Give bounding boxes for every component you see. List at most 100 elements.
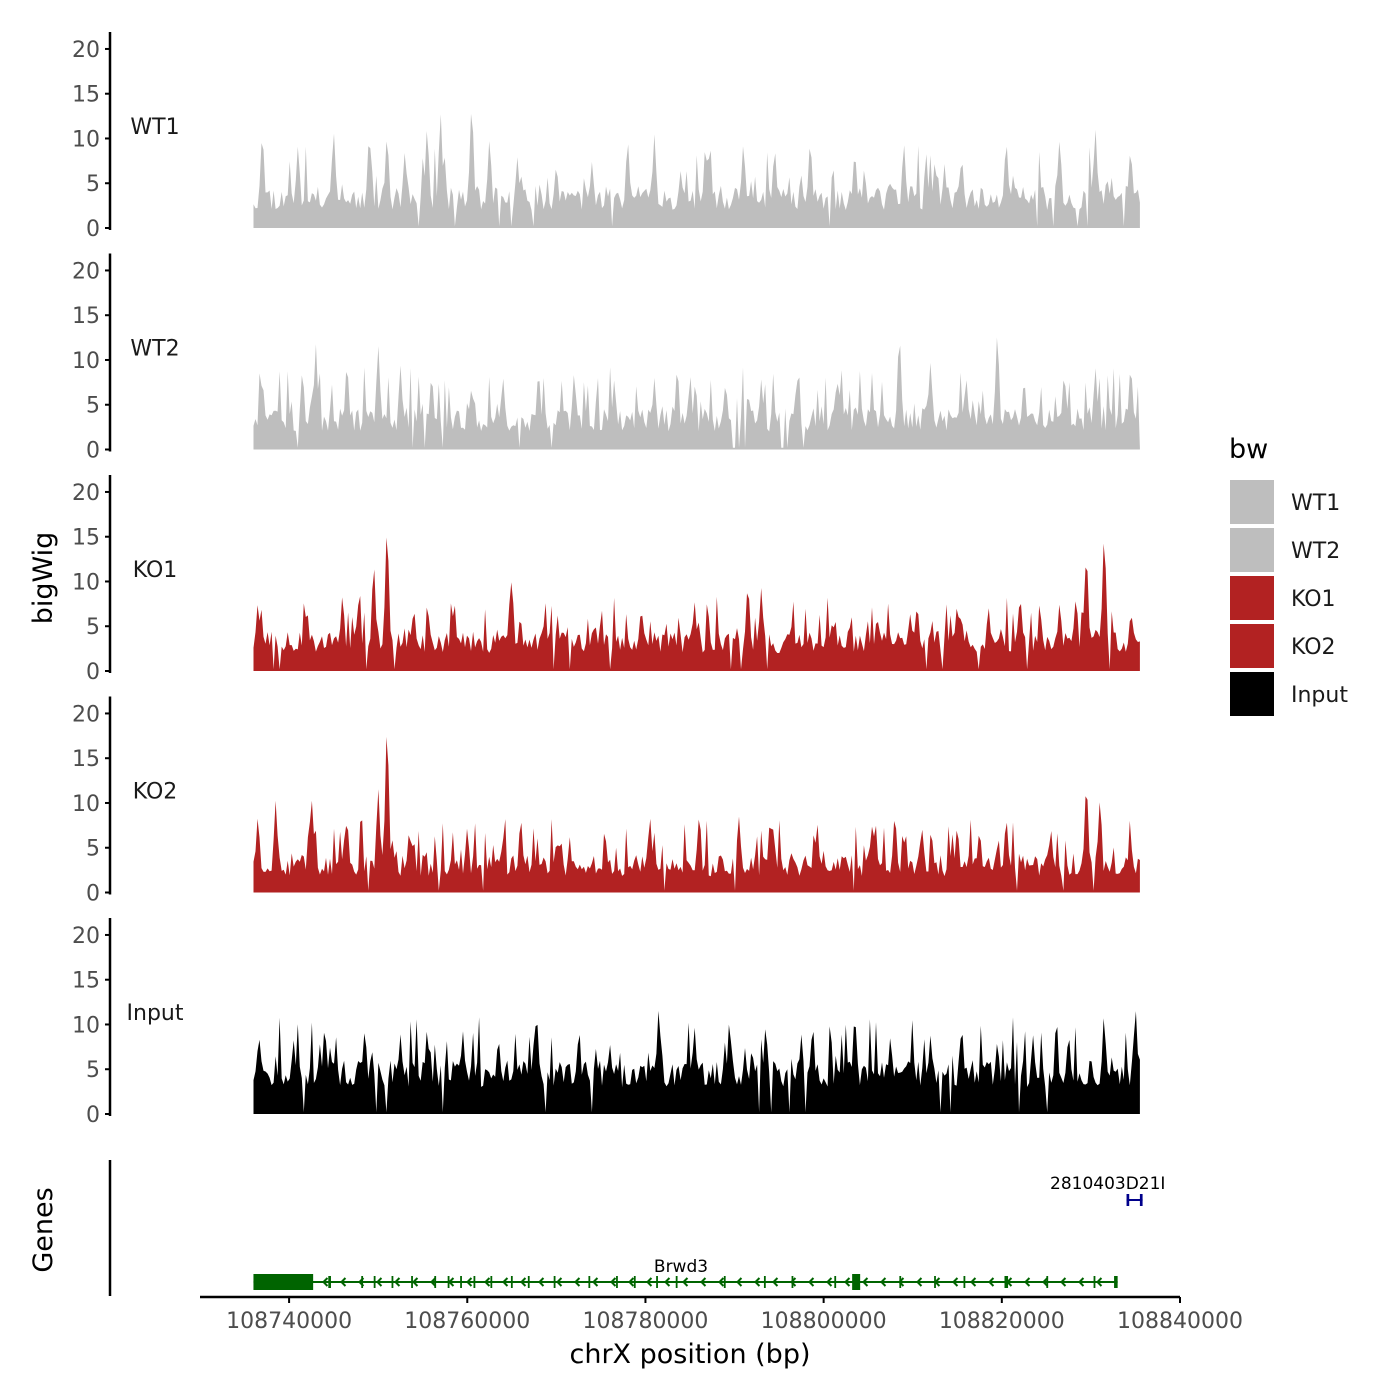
strand-arrow bbox=[736, 1277, 743, 1287]
y-tick-label: 0 bbox=[86, 217, 100, 242]
gene-exon bbox=[852, 1274, 861, 1290]
gene-exon bbox=[1114, 1276, 1118, 1288]
track-label: Input bbox=[127, 1001, 184, 1026]
y-tick-label: 0 bbox=[86, 439, 100, 464]
gene-exon bbox=[527, 1276, 530, 1288]
legend-label-ko1: KO1 bbox=[1291, 587, 1336, 612]
strand-arrow bbox=[574, 1277, 581, 1287]
strand-arrow bbox=[466, 1277, 473, 1287]
gene-exon bbox=[490, 1276, 493, 1288]
gene-exon bbox=[763, 1276, 766, 1288]
x-axis: 108740000 108760000 108780000 108800000 1088… bbox=[200, 1295, 1243, 1334]
strand-arrow bbox=[448, 1277, 455, 1287]
legend-label-wt2: WT2 bbox=[1291, 539, 1340, 564]
y-tick-label: 15 bbox=[72, 747, 100, 772]
y-tick-label: 20 bbox=[72, 259, 100, 284]
signal-tracks: 0 5 10 15 20 WT1 0 5 10 15 20 WT2 0 5 10 15 20 KO1 0 5 10 15 2… bbox=[72, 32, 1140, 1128]
x-tick-label: 108820000 bbox=[939, 1309, 1065, 1334]
strand-arrow bbox=[1078, 1277, 1085, 1287]
gene-exon bbox=[723, 1276, 726, 1288]
gene-exon bbox=[656, 1276, 658, 1288]
strand-arrow bbox=[502, 1277, 509, 1287]
track-label: KO1 bbox=[133, 558, 178, 583]
y-tick-label: 5 bbox=[86, 615, 100, 640]
strand-arrow bbox=[682, 1277, 689, 1287]
gene-track: Brwd3 2810403D21I bbox=[108, 1160, 1165, 1296]
y-tick-label: 20 bbox=[72, 702, 100, 727]
legend: bw WT1 WT2 KO1 KO2 Input bbox=[1229, 434, 1348, 716]
y-tick-label: 10 bbox=[72, 570, 100, 595]
strand-arrow bbox=[412, 1277, 419, 1287]
strand-arrow bbox=[646, 1277, 653, 1287]
x-tick-label: 108740000 bbox=[226, 1309, 352, 1334]
strand-arrow bbox=[520, 1277, 527, 1287]
strand-arrow bbox=[376, 1277, 383, 1287]
gene-label: Brwd3 bbox=[654, 1257, 708, 1277]
y-tick-label: 5 bbox=[86, 172, 100, 197]
y-tick-label: 20 bbox=[72, 924, 100, 949]
gene-exon bbox=[328, 1276, 331, 1288]
strand-arrow bbox=[718, 1277, 725, 1287]
strand-arrow bbox=[1096, 1277, 1103, 1287]
gene-exon bbox=[361, 1276, 364, 1288]
gene-label: 2810403D21I bbox=[1050, 1174, 1165, 1194]
strand-arrow bbox=[898, 1277, 905, 1287]
strand-arrow bbox=[952, 1277, 959, 1287]
gene-exon bbox=[633, 1276, 636, 1288]
strand-arrow bbox=[1060, 1277, 1067, 1287]
y-tick-label: 10 bbox=[72, 1013, 100, 1038]
gene-exon bbox=[253, 1274, 314, 1290]
legend-swatch-input bbox=[1230, 672, 1274, 716]
legend-swatch-wt1 bbox=[1230, 480, 1274, 524]
strand-arrow bbox=[988, 1277, 995, 1287]
y-tick-label: 5 bbox=[86, 837, 100, 862]
y-tick-label: 10 bbox=[72, 792, 100, 817]
strand-arrow bbox=[934, 1277, 941, 1287]
strand-arrow bbox=[970, 1277, 977, 1287]
gene-exon bbox=[588, 1276, 591, 1288]
gene-exon bbox=[1139, 1194, 1143, 1206]
strand-arrow bbox=[664, 1277, 671, 1287]
strand-arrow bbox=[556, 1277, 563, 1287]
strand-arrow bbox=[1024, 1277, 1031, 1287]
y-tick-label: 0 bbox=[86, 882, 100, 907]
x-tick-label: 108780000 bbox=[582, 1309, 708, 1334]
strand-arrow bbox=[394, 1277, 401, 1287]
y-tick-label: 10 bbox=[72, 349, 100, 374]
gene-exon bbox=[473, 1276, 476, 1288]
y-tick-label: 5 bbox=[86, 1058, 100, 1083]
strand-arrow bbox=[610, 1277, 617, 1287]
strand-arrow bbox=[430, 1277, 437, 1287]
genes-axis-title: Genes bbox=[28, 1187, 59, 1272]
y-tick-label: 20 bbox=[72, 38, 100, 63]
gene-exon bbox=[834, 1276, 837, 1288]
track-label: KO2 bbox=[133, 780, 178, 805]
track-ko2: 0 5 10 15 20 KO2 bbox=[72, 696, 1140, 907]
legend-swatch-ko2 bbox=[1230, 624, 1274, 668]
legend-title: bw bbox=[1229, 434, 1268, 465]
gene-exon bbox=[373, 1276, 376, 1288]
gene-brwd3: Brwd3 bbox=[253, 1257, 1118, 1290]
y-tick-label: 10 bbox=[72, 127, 100, 152]
gene-exon bbox=[391, 1276, 394, 1288]
strand-arrow bbox=[880, 1277, 887, 1287]
x-tick-label: 108760000 bbox=[404, 1309, 530, 1334]
strand-arrow bbox=[790, 1277, 797, 1287]
strand-arrow bbox=[808, 1277, 815, 1287]
strand-arrow bbox=[1042, 1277, 1049, 1287]
track-ko1: 0 5 10 15 20 KO1 bbox=[72, 475, 1140, 685]
y-tick-label: 15 bbox=[72, 969, 100, 994]
gene-exon bbox=[553, 1276, 556, 1288]
gene-exon bbox=[963, 1276, 966, 1288]
strand-arrow bbox=[592, 1277, 599, 1287]
track-wt1: 0 5 10 15 20 WT1 bbox=[72, 32, 1140, 242]
y-tick-label: 0 bbox=[86, 1103, 100, 1128]
strand-arrow bbox=[538, 1277, 545, 1287]
signal-area-ko1 bbox=[253, 537, 1140, 671]
strand-arrow bbox=[754, 1277, 761, 1287]
strand-arrow bbox=[322, 1277, 329, 1287]
strand-arrow bbox=[844, 1277, 851, 1287]
track-wt2: 0 5 10 15 20 WT2 bbox=[72, 253, 1140, 464]
strand-arrow bbox=[772, 1277, 779, 1287]
